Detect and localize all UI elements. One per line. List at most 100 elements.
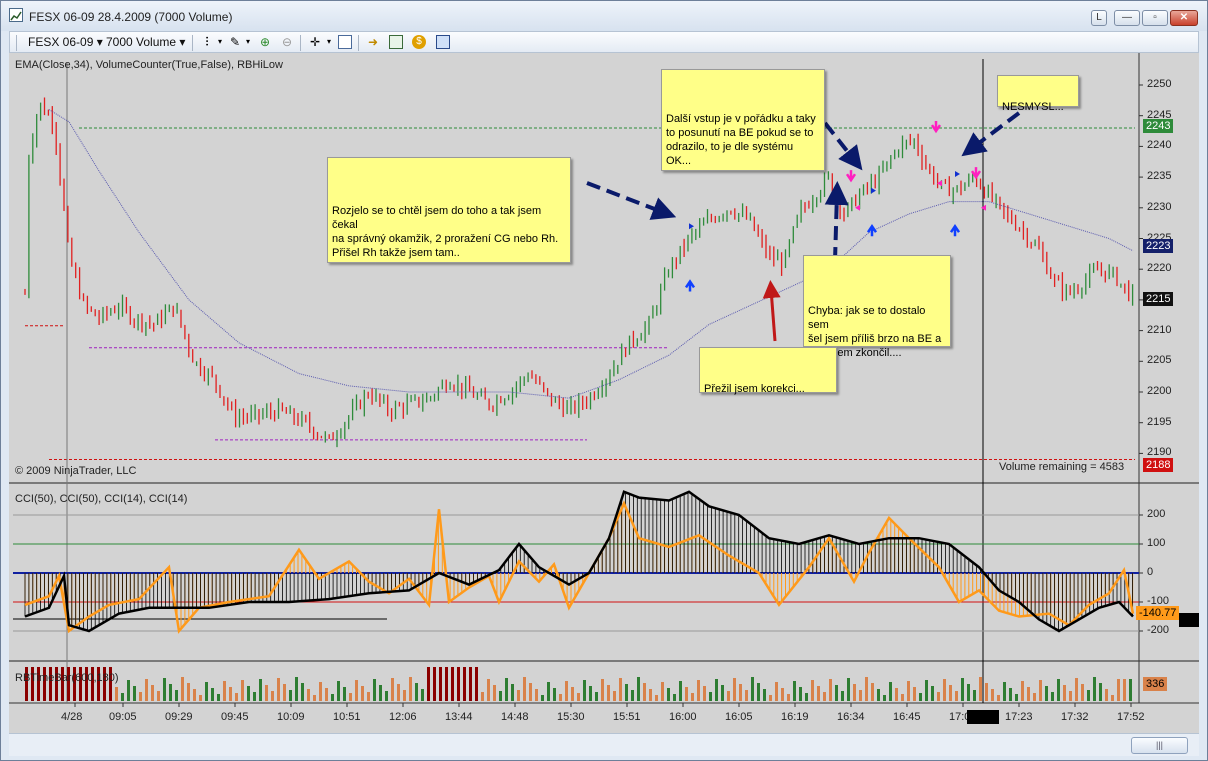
price-tick-label: 2245 bbox=[1147, 108, 1172, 121]
chart-app-icon bbox=[9, 8, 23, 22]
time-tick-label: 17:23 bbox=[1005, 711, 1033, 723]
volume-bar bbox=[97, 667, 100, 701]
time-tick-label: 10:51 bbox=[333, 711, 361, 723]
cci-tick-label: -100 bbox=[1147, 595, 1170, 607]
maximize-button[interactable]: ▫ bbox=[1142, 10, 1168, 26]
stop-marker-pink bbox=[855, 204, 860, 211]
volume-bar bbox=[127, 680, 130, 701]
volume-bar bbox=[85, 667, 88, 701]
volume-bar bbox=[877, 689, 880, 701]
drawing-pen-icon[interactable]: ✎ bbox=[229, 35, 241, 49]
volume-bar bbox=[1075, 678, 1078, 701]
chevron-down-icon[interactable]: ▾ bbox=[245, 37, 250, 46]
volume-bar bbox=[67, 667, 70, 701]
chevron-down-icon[interactable]: ▾ bbox=[326, 37, 331, 46]
volume-bar bbox=[931, 686, 934, 701]
volume-bar bbox=[937, 692, 940, 701]
bar-type-icon[interactable]: ⫶ bbox=[205, 35, 209, 49]
volume-bar bbox=[829, 679, 832, 701]
volume-panel-label: RBTimeBar(600,180) bbox=[15, 672, 119, 684]
cci-tick-label: 0 bbox=[1147, 566, 1154, 578]
price-panel-label: EMA(Close,34), VolumeCounter(True,False)… bbox=[15, 59, 283, 71]
volume-bar bbox=[517, 690, 520, 701]
volume-bar bbox=[595, 692, 598, 701]
volume-bar bbox=[301, 683, 304, 701]
volume-bar bbox=[25, 667, 28, 701]
volume-bar bbox=[607, 685, 610, 701]
volume-bar bbox=[121, 693, 124, 701]
instrument-selector[interactable]: FESX 06-09 ▾ bbox=[28, 35, 103, 49]
volume-bar bbox=[745, 690, 748, 701]
zoom-in-icon[interactable]: ⊕ bbox=[259, 35, 271, 49]
toolbar-separator bbox=[358, 35, 359, 51]
volume-bar bbox=[1093, 677, 1096, 701]
entry-up-arrow bbox=[684, 279, 696, 292]
annotation-arrow bbox=[961, 111, 1021, 157]
volume-bar bbox=[331, 694, 334, 701]
chevron-down-icon[interactable]: ▾ bbox=[217, 37, 222, 46]
note-prezil[interactable]: Přežil jsem korekci... bbox=[699, 347, 837, 395]
volume-bar bbox=[325, 688, 328, 701]
note-chyba[interactable]: Chyba: jak se to dostalo sem šel jsem př… bbox=[803, 255, 951, 359]
chart-area[interactable]: EMA(Close,34), VolumeCounter(True,False)… bbox=[9, 53, 1199, 733]
note-nesmysl[interactable]: NESMYSL... bbox=[997, 75, 1079, 113]
volume-bar bbox=[541, 695, 544, 701]
volume-bar bbox=[727, 691, 730, 701]
volume-bar bbox=[793, 681, 796, 701]
volume-bar bbox=[103, 667, 106, 701]
volume-remaining-text: Volume remaining = 4583 bbox=[999, 461, 1125, 473]
volume-bar bbox=[163, 678, 166, 701]
volume-bar bbox=[1063, 685, 1066, 701]
price-tick-label: 2250 bbox=[1147, 78, 1172, 90]
volume-bar bbox=[1009, 688, 1012, 701]
stop-marker-pink bbox=[937, 180, 942, 187]
period-selector[interactable]: 7000 Volume ▾ bbox=[106, 35, 186, 49]
scrollbar-thumb[interactable]: ||| bbox=[1131, 737, 1188, 754]
volume-bar bbox=[349, 693, 352, 701]
minimize-button[interactable]: — bbox=[1114, 10, 1140, 26]
toolbar-separator bbox=[300, 35, 301, 51]
close-button[interactable]: ✕ bbox=[1170, 10, 1198, 26]
volume-bar bbox=[241, 680, 244, 701]
volume-bar bbox=[859, 690, 862, 701]
volume-bar bbox=[235, 693, 238, 701]
volume-bar bbox=[1099, 683, 1102, 701]
volume-bar bbox=[775, 682, 778, 701]
crosshair-icon[interactable]: ✛ bbox=[309, 35, 321, 49]
properties-icon[interactable] bbox=[338, 35, 352, 49]
zoom-out-icon[interactable]: ⊖ bbox=[281, 35, 293, 49]
note-dalsi-text: Další vstup je v pořádku a taky to posun… bbox=[666, 113, 816, 167]
price-box-last: 2215 bbox=[1143, 292, 1174, 306]
time-tick-label: 16:00 bbox=[669, 711, 697, 723]
time-tick-label: 16:19 bbox=[781, 711, 809, 723]
note-dalsi[interactable]: Další vstup je v pořádku a taky to posun… bbox=[661, 69, 825, 171]
time-tick-label: 17:32 bbox=[1061, 711, 1089, 723]
volume-bar bbox=[1051, 692, 1054, 701]
volume-bar bbox=[115, 687, 118, 701]
data-box-icon[interactable] bbox=[436, 35, 450, 49]
chart-canvas[interactable] bbox=[9, 53, 1199, 733]
horizontal-scrollbar[interactable]: ||| bbox=[9, 733, 1199, 756]
volume-bar bbox=[661, 682, 664, 701]
title-bar[interactable]: FESX 06-09 28.4.2009 (7000 Volume) L — ▫… bbox=[1, 1, 1207, 31]
volume-bar bbox=[145, 679, 148, 701]
money-icon[interactable]: $ bbox=[412, 35, 426, 49]
price-tick-label: 2220 bbox=[1147, 262, 1172, 275]
volume-bar bbox=[337, 681, 340, 701]
volume-bar bbox=[973, 690, 976, 701]
note-rozjelo[interactable]: Rozjelo se to chtěl jsem do toho a tak j… bbox=[327, 157, 571, 263]
volume-bar bbox=[367, 692, 370, 701]
link-button[interactable]: L bbox=[1091, 10, 1107, 26]
indicators-icon[interactable] bbox=[389, 35, 403, 49]
cci-value-box: -140.77 bbox=[1136, 606, 1180, 620]
volume-bar bbox=[403, 690, 406, 701]
volume-bar bbox=[157, 691, 160, 701]
strategy-icon[interactable]: ➜ bbox=[367, 35, 379, 49]
volume-bar bbox=[385, 691, 388, 701]
volume-bar bbox=[901, 694, 904, 701]
volume-bar bbox=[1081, 684, 1084, 701]
volume-bar bbox=[739, 684, 742, 701]
price-tick-label: 2195 bbox=[1147, 415, 1172, 428]
volume-bar bbox=[529, 683, 532, 701]
volume-bar bbox=[481, 692, 484, 701]
